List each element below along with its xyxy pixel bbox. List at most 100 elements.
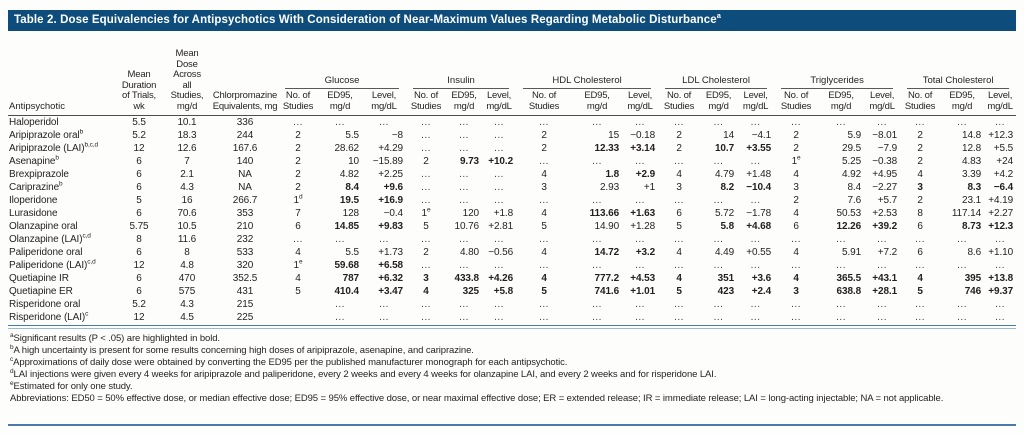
ed95-cell: 8.4 [847, 182, 862, 193]
level-cell: +4.53 [630, 273, 656, 284]
ed95-cell: 14.85 [334, 221, 359, 232]
ed95-cell: 10.7 [714, 143, 735, 154]
level-cell: −2.27 [872, 182, 898, 193]
level-cell: +9.37 [988, 286, 1014, 297]
no-of-studies-cell: ... [421, 117, 431, 128]
subheader-ed95: ED95, mg/d [818, 89, 865, 116]
no-of-studies-cell: ... [421, 234, 431, 245]
no-of-studies-cell: ... [674, 195, 684, 206]
antipsychotic-name: Risperidone oral [9, 299, 81, 310]
no-of-studies-cell: 2 [793, 143, 799, 154]
column-header-chlorpromazine: Chlorpromazine Equivalents, mg [212, 35, 278, 116]
no-of-studies-cell: 7 [295, 208, 301, 219]
no-of-studies-cell: 6 [793, 221, 799, 232]
level-cell: −10.4 [746, 182, 772, 193]
ed95-cell: ... [459, 260, 469, 271]
level-cell: +39.2 [872, 221, 898, 232]
no-of-studies-cell: 1e [791, 154, 801, 167]
ed95-cell: 12.26 [836, 221, 862, 232]
no-of-studies-cell: 2 [295, 143, 301, 154]
no-of-studies-cell: ... [421, 299, 431, 310]
no-of-studies-cell: 2 [793, 130, 799, 141]
table-title-bar: Table 2. Dose Equivalencies for Antipsyc… [8, 10, 1016, 31]
dose-cell: 18.3 [177, 130, 197, 141]
ed95-cell: ... [459, 234, 469, 245]
level-cell: +2.9 [635, 169, 656, 180]
no-of-studies-cell: 6 [917, 221, 923, 232]
level-cell: +24 [996, 156, 1014, 167]
duration-cell: 6 [136, 247, 142, 258]
no-of-studies-cell: 6 [295, 221, 301, 232]
ed95-cell: 5.91 [842, 247, 862, 258]
cpz-equivalents-cell: 336 [236, 117, 254, 128]
footnote: cApproximations of daily dose were obtai… [10, 355, 568, 368]
no-of-studies-cell: 2 [917, 143, 923, 154]
no-of-studies-cell [278, 311, 318, 324]
level-cell: ... [494, 117, 504, 128]
table-row: Risperidone (LAI)c 12 4.5 225..............… [8, 311, 1016, 324]
antipsychotic-name: Haloperidol [9, 117, 59, 128]
table-row: Risperidone oral 5.2 4.3 215...............… [8, 298, 1016, 311]
footnotes: aSignificant results (P < .05) are highl… [10, 332, 1016, 404]
level-cell: +2.25 [378, 169, 404, 180]
dose-cell: 11.6 [177, 234, 197, 245]
footnote: dLAI injections were given every 4 weeks… [10, 367, 717, 380]
level-cell: ... [379, 312, 389, 323]
ed95-cell: 5.25 [842, 156, 862, 167]
subheader-no-of-studies: No. of Studies [900, 89, 941, 116]
subheader-no-of-studies: No. of Studies [516, 89, 573, 116]
level-cell: ... [379, 234, 389, 245]
cpz-equivalents-cell: 140 [236, 156, 254, 167]
no-of-studies-cell: 2 [676, 143, 682, 154]
ed95-cell: 4.92 [842, 169, 862, 180]
no-of-studies-cell: 4 [295, 273, 301, 284]
group-header-hdl-cholesterol: HDL Cholesterol [516, 35, 658, 89]
no-of-studies-cell: 5 [917, 286, 923, 297]
no-of-studies-cell: ... [293, 117, 303, 128]
no-of-studies-cell: ... [539, 156, 549, 167]
ed95-cell: ... [836, 312, 846, 323]
antipsychotic-name: Brexpiprazole [9, 169, 69, 180]
dose-cell: 4.5 [180, 312, 194, 323]
level-cell: +4.95 [872, 169, 898, 180]
subheader-level: Level, mg/dL [984, 89, 1017, 116]
ed95-cell: 8.2 [720, 182, 735, 193]
no-of-studies-cell: ... [915, 234, 925, 245]
level-cell: ... [750, 156, 761, 167]
ed95-cell: ... [459, 117, 469, 128]
ed95-cell: 410.4 [334, 286, 359, 297]
ed95-cell: 113.66 [589, 208, 620, 219]
level-cell: +1 [643, 182, 656, 193]
ed95-cell: ... [459, 169, 469, 180]
level-cell: ... [877, 117, 887, 128]
no-of-studies-cell: 2 [295, 182, 301, 193]
ed95-cell: ... [592, 299, 602, 310]
subheader-no-of-studies: No. of Studies [774, 89, 819, 116]
ed95-cell: ... [836, 299, 846, 310]
level-cell: ... [494, 130, 504, 141]
ed95-cell: 433.8 [454, 273, 480, 284]
level-cell: +3.2 [635, 247, 656, 258]
level-cell: ... [494, 169, 504, 180]
subheader-ed95: ED95, mg/d [940, 89, 985, 116]
level-cell: +4.29 [378, 143, 404, 154]
ed95-cell: ... [957, 299, 967, 310]
level-cell: +7.2 [877, 247, 898, 258]
no-of-studies-cell: ... [915, 117, 925, 128]
ed95-cell: ... [836, 260, 846, 271]
ed95-cell: 5.8 [720, 221, 735, 232]
ed95-cell: 10.76 [454, 221, 480, 232]
ed95-cell: ... [459, 130, 469, 141]
ed95-cell: ... [957, 260, 967, 271]
no-of-studies-cell: 3 [917, 182, 923, 193]
level-cell: +1.01 [630, 286, 656, 297]
subheader-no-of-studies: No. of Studies [278, 89, 318, 116]
level-cell: −6.4 [993, 182, 1014, 193]
no-of-studies-cell: ... [674, 299, 684, 310]
dose-cell: 10.5 [177, 221, 197, 232]
level-cell: +1.10 [988, 247, 1014, 258]
ed95-cell: 2.93 [599, 182, 620, 193]
table-row: Quetiapine IR 6 470 352.5 4 787 +6.32 3 433.8 +4.… [8, 272, 1016, 285]
table-row: Paliperidone oral 6 8 533 4 5.5 +1.73 2 4.80 −0.5… [8, 246, 1016, 259]
